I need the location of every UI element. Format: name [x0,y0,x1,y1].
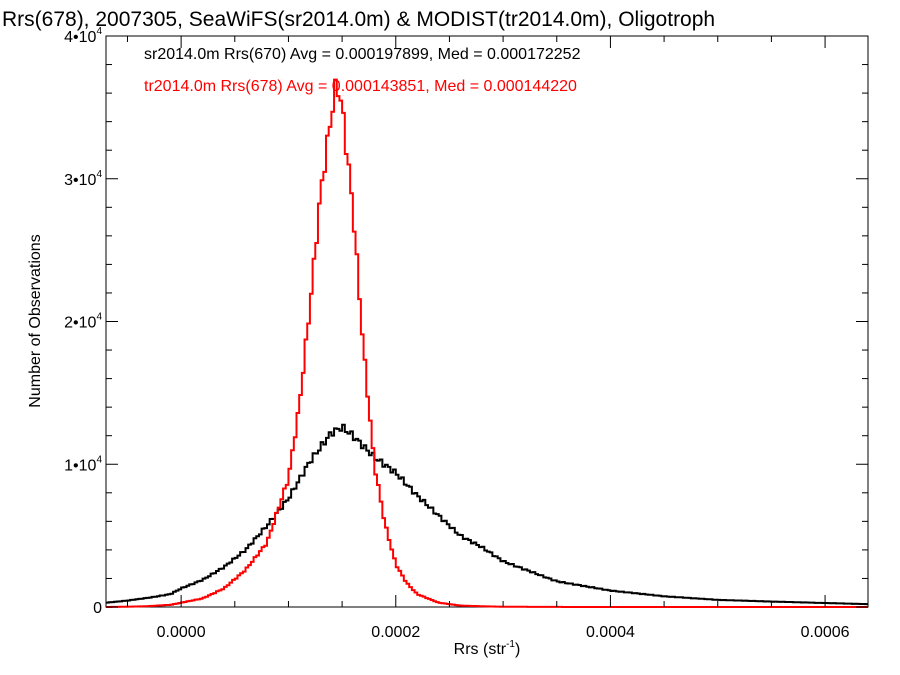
series-line-tr2014 [106,78,868,608]
x-axis-label-text: Rrs (str [454,641,507,658]
y-axis-ticks: 0 1•104 2•104 3•104 4•104 [64,26,868,617]
x-tick-label: 0.0006 [801,624,850,641]
legend-entry-sr2014: sr2014.0m Rrs(670) Avg = 0.000197899, Me… [144,46,581,63]
x-tick-label: 0.0000 [157,624,206,641]
x-axis-label-close: ) [515,641,520,658]
y-axis-label: Number of Observations [27,234,44,407]
series-line-sr2014 [106,423,868,606]
x-tick-label: 0.0002 [371,624,420,641]
x-tick-label: 0.0004 [586,624,635,641]
x-axis-label-unit-sup: -1 [506,639,515,650]
legend: sr2014.0m Rrs(670) Avg = 0.000197899, Me… [144,46,581,95]
x-axis-label: Rrs (str-1) [454,639,521,658]
y-tick-label: 0 [93,600,102,617]
x-axis-ticks: 0.0000 0.0002 0.0004 0.0006 [126,36,850,641]
plot-frame [105,35,869,608]
legend-entry-tr2014: tr2014.0m Rrs(678) Avg = 0.000143851, Me… [144,78,577,95]
plot-area: 0.0000 0.0002 0.0004 0.0006 0 1•104 2•104 3•10… [64,26,869,641]
y-tick-label: 4•104 [64,26,102,46]
y-tick-label: 2•104 [64,312,102,332]
y-tick-label: 3•104 [64,169,102,189]
series-layer [106,78,868,608]
y-tick-label: 1•104 [64,454,102,474]
chart-title: Rrs(678), 2007305, SeaWiFS(sr2014.0m) & … [2,8,715,31]
